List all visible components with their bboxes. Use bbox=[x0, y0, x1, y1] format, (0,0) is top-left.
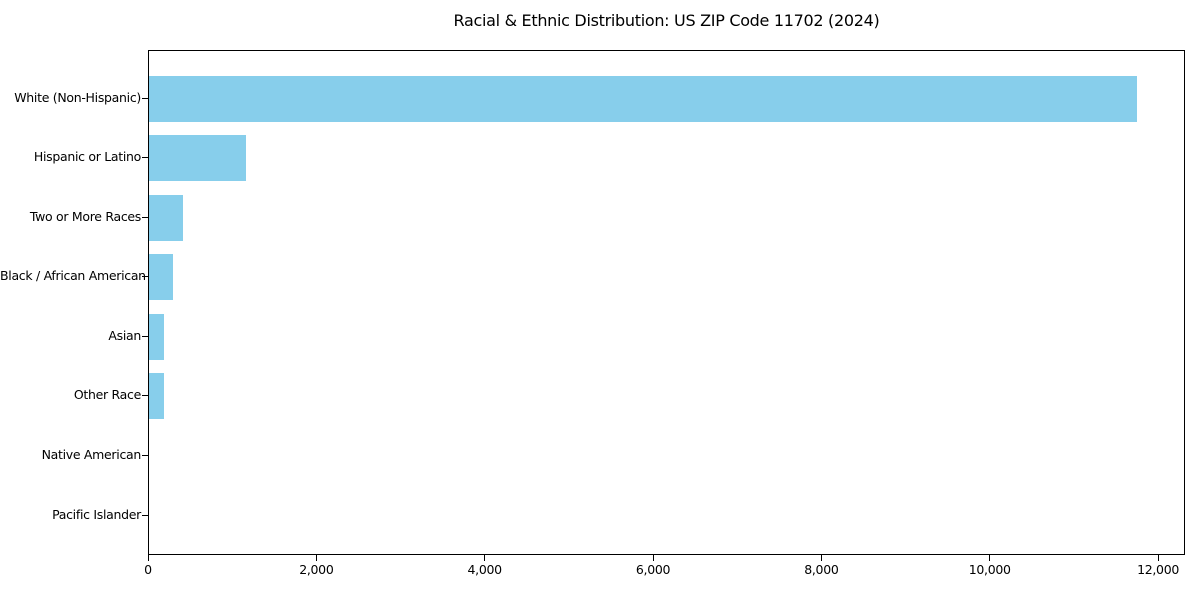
bar-black-african-american bbox=[149, 254, 174, 301]
bar-other-race bbox=[149, 373, 164, 420]
x-tick-label-0: 0 bbox=[144, 562, 152, 577]
y-label-other-race: Other Race bbox=[73, 387, 141, 403]
bar-asian bbox=[149, 313, 165, 360]
bar-hispanic-or-latino bbox=[149, 135, 246, 182]
x-tick-label-8-000: 8,000 bbox=[804, 562, 839, 577]
x-tick-label-10-000: 10,000 bbox=[968, 562, 1011, 577]
bar-white-non-hispanic bbox=[149, 75, 1138, 122]
y-tick-mark bbox=[142, 276, 148, 278]
y-tick-mark bbox=[142, 97, 148, 99]
x-tick-label-2-000: 2,000 bbox=[299, 562, 334, 577]
plot-area bbox=[148, 50, 1185, 555]
x-tick-label-4-000: 4,000 bbox=[467, 562, 503, 577]
y-label-two-or-more-races: Two or More Races bbox=[29, 208, 141, 224]
x-tick-mark bbox=[147, 555, 149, 561]
y-label-asian: Asian bbox=[108, 327, 141, 343]
chart-title: Racial & Ethnic Distribution: US ZIP Cod… bbox=[453, 11, 880, 30]
bar-two-or-more-races bbox=[149, 194, 184, 241]
y-tick-mark bbox=[142, 157, 148, 159]
x-tick-mark bbox=[315, 555, 317, 561]
x-tick-mark bbox=[820, 555, 822, 561]
x-tick-label-12-000: 12,000 bbox=[1137, 562, 1180, 577]
y-tick-mark bbox=[142, 216, 148, 218]
y-label-pacific-islander: Pacific Islander bbox=[52, 506, 141, 522]
x-tick-mark bbox=[484, 555, 486, 561]
y-label-black-african-american: Black / African American bbox=[0, 268, 146, 284]
y-label-white-non-hispanic: White (Non-Hispanic) bbox=[14, 89, 141, 105]
y-label-native-american: Native American bbox=[41, 447, 142, 462]
y-label-hispanic-or-latino: Hispanic or Latino bbox=[33, 149, 141, 165]
y-tick-mark bbox=[142, 395, 148, 397]
x-tick-label-6-000: 6,000 bbox=[635, 562, 671, 577]
y-tick-mark bbox=[142, 335, 148, 337]
x-tick-mark bbox=[1157, 555, 1159, 561]
x-tick-mark bbox=[652, 555, 654, 561]
x-tick-mark bbox=[989, 555, 991, 561]
y-tick-mark bbox=[142, 514, 148, 516]
y-tick-mark bbox=[142, 455, 148, 456]
